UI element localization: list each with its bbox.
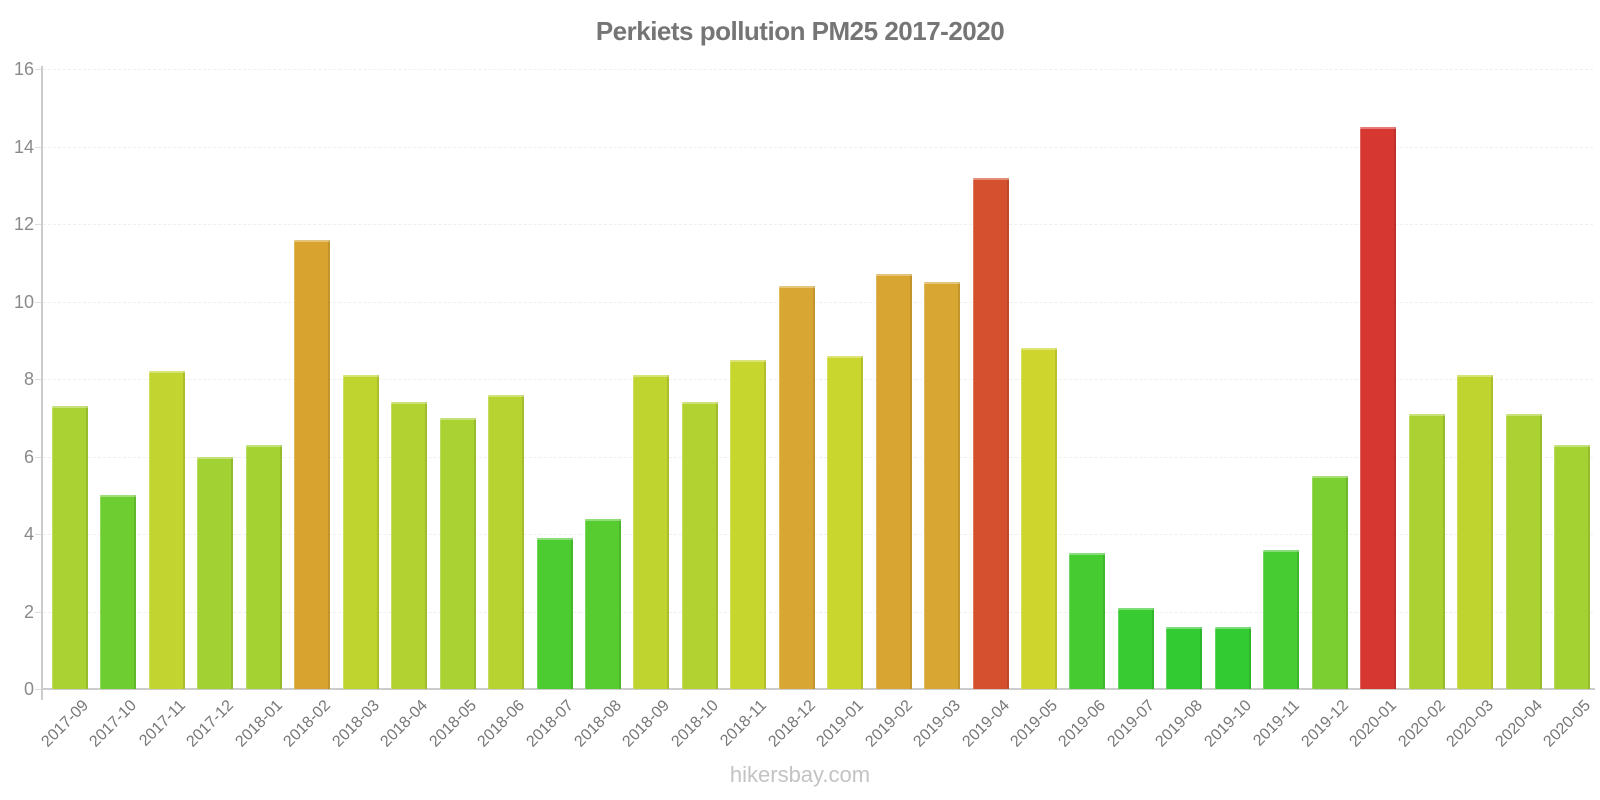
bar-2020-02[interactable] bbox=[1408, 413, 1445, 689]
x-axis-line bbox=[41, 688, 1595, 690]
bar-2019-02[interactable] bbox=[875, 274, 912, 689]
y-gridline bbox=[43, 301, 1593, 303]
bar-2020-01[interactable] bbox=[1360, 127, 1397, 689]
bar-2018-11[interactable] bbox=[730, 359, 767, 689]
bar-2019-08[interactable] bbox=[1166, 627, 1203, 689]
bar-2020-04[interactable] bbox=[1505, 413, 1542, 689]
y-axis-tick bbox=[35, 611, 41, 613]
bar-2017-12[interactable] bbox=[197, 456, 234, 689]
bar-2018-03[interactable] bbox=[342, 375, 379, 689]
bar-2019-06[interactable] bbox=[1069, 553, 1106, 689]
y-axis-tick bbox=[35, 224, 41, 225]
bar-2018-01[interactable] bbox=[245, 444, 282, 689]
bar-2020-03[interactable] bbox=[1457, 375, 1494, 689]
bar-2019-12[interactable] bbox=[1311, 475, 1348, 689]
bar-2019-10[interactable] bbox=[1214, 627, 1251, 689]
y-gridline bbox=[43, 379, 1593, 380]
y-gridline bbox=[43, 456, 1593, 458]
y-axis-tick bbox=[35, 69, 41, 70]
bar-2018-08[interactable] bbox=[584, 518, 621, 689]
bar-2019-01[interactable] bbox=[827, 355, 864, 689]
y-axis-tick-label: 8 bbox=[23, 369, 34, 389]
y-gridline bbox=[43, 69, 1593, 70]
bar-2018-02[interactable] bbox=[294, 239, 331, 689]
y-axis-tick-label: 14 bbox=[13, 136, 34, 157]
bar-2019-07[interactable] bbox=[1117, 607, 1154, 689]
y-gridline bbox=[43, 611, 1593, 613]
bar-2018-10[interactable] bbox=[681, 402, 718, 689]
bar-2018-07[interactable] bbox=[536, 537, 573, 689]
y-gridline bbox=[43, 146, 1593, 148]
y-axis-tick-label: 12 bbox=[13, 214, 34, 234]
footer-watermark: hikersbay.com bbox=[729, 762, 871, 787]
y-gridline bbox=[43, 534, 1593, 535]
y-axis-tick bbox=[35, 301, 41, 303]
bar-2018-04[interactable] bbox=[391, 402, 428, 689]
y-axis-tick bbox=[35, 379, 41, 380]
y-axis-tick-label: 10 bbox=[13, 291, 34, 312]
bar-2018-06[interactable] bbox=[488, 394, 525, 689]
y-axis-tick bbox=[35, 456, 41, 458]
y-axis-tick-label: 6 bbox=[23, 446, 34, 467]
bar-2017-11[interactable] bbox=[148, 371, 185, 689]
y-gridline bbox=[43, 224, 1593, 225]
chart-title: Perkiets pollution PM25 2017-2020 bbox=[595, 16, 1005, 46]
y-axis-tick bbox=[35, 534, 41, 535]
y-axis-line bbox=[41, 66, 43, 700]
bar-2018-05[interactable] bbox=[439, 417, 476, 689]
y-axis-tick-label: 16 bbox=[13, 59, 34, 79]
bar-2018-09[interactable] bbox=[633, 375, 670, 689]
bar-2017-10[interactable] bbox=[100, 495, 137, 689]
bar-2019-04[interactable] bbox=[972, 177, 1009, 689]
bar-2018-12[interactable] bbox=[778, 286, 815, 689]
bar-2019-05[interactable] bbox=[1021, 348, 1057, 689]
bar-2019-03[interactable] bbox=[924, 282, 961, 689]
y-axis-tick-label: 0 bbox=[23, 679, 34, 699]
bar-2017-09[interactable] bbox=[52, 406, 88, 689]
bar-2020-05[interactable] bbox=[1553, 444, 1590, 689]
y-axis-tick bbox=[35, 146, 41, 148]
y-axis-tick-label: 4 bbox=[23, 524, 34, 544]
y-axis-tick-label: 2 bbox=[23, 601, 34, 622]
y-axis-tick bbox=[35, 689, 41, 690]
bar-2019-11[interactable] bbox=[1263, 549, 1300, 689]
